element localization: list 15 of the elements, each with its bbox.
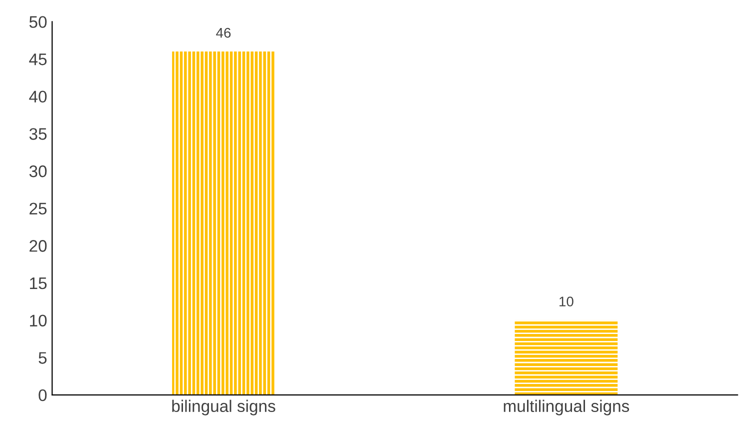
y-tick-label: 50 bbox=[29, 16, 47, 28]
y-tick-label: 0 bbox=[38, 389, 47, 402]
x-tick-label: multilingual signs bbox=[504, 400, 630, 416]
data-label: 10 bbox=[560, 296, 574, 306]
y-tick-label: 30 bbox=[29, 165, 47, 178]
y-tick-label: 5 bbox=[38, 352, 47, 364]
y-tick-label: 10 bbox=[30, 314, 47, 326]
data-label: 46 bbox=[216, 28, 231, 38]
y-tick-label: 25 bbox=[30, 202, 47, 215]
y-tick-label: 35 bbox=[29, 128, 47, 140]
y-tick-label: 15 bbox=[30, 278, 47, 290]
x-tick-label: bilingual signs bbox=[172, 400, 276, 416]
y-tick-label: 45 bbox=[29, 54, 47, 66]
y-tick-label: 20 bbox=[30, 240, 47, 252]
y-tick-label: 40 bbox=[29, 90, 47, 103]
